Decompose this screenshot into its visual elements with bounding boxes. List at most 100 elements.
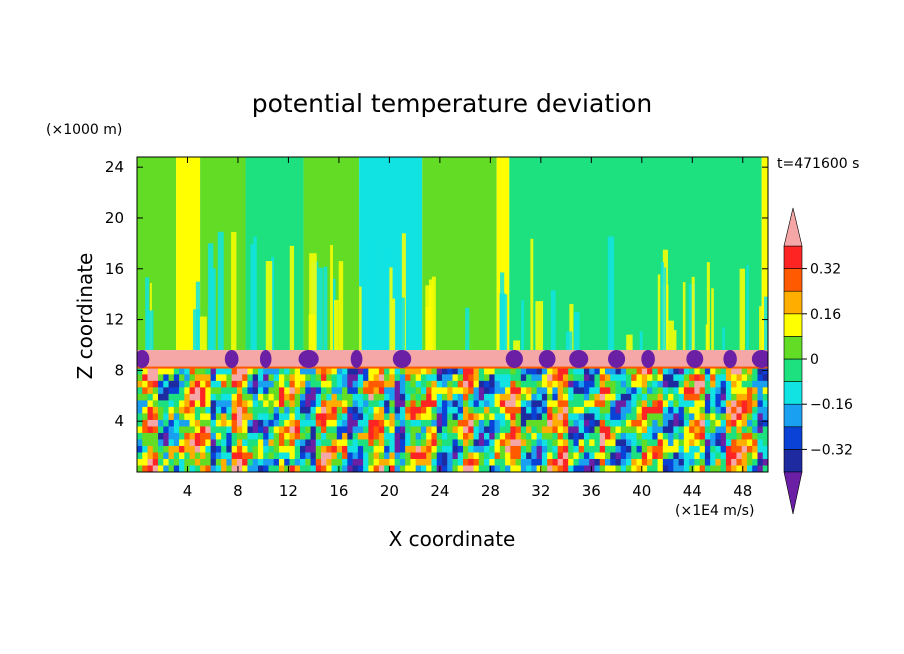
lower-cell bbox=[615, 393, 622, 401]
lower-cell bbox=[215, 445, 222, 454]
lower-cell bbox=[499, 367, 506, 375]
upper-streak bbox=[359, 286, 362, 351]
lower-cell bbox=[147, 387, 154, 395]
lower-cell bbox=[415, 387, 422, 395]
lower-cell bbox=[194, 465, 201, 472]
lower-cell bbox=[715, 445, 722, 454]
lower-cell bbox=[273, 432, 280, 441]
plume bbox=[259, 349, 272, 368]
lower-cell bbox=[431, 380, 438, 388]
lower-cell bbox=[242, 374, 249, 382]
lower-cell bbox=[652, 380, 659, 388]
lower-cell bbox=[336, 374, 343, 382]
lower-cell bbox=[321, 387, 327, 395]
lower-cell bbox=[752, 387, 759, 395]
upper-streak bbox=[664, 267, 667, 351]
lower-cell bbox=[231, 413, 238, 421]
lower-cell bbox=[452, 367, 459, 375]
lower-cell bbox=[636, 380, 643, 388]
lower-cell bbox=[615, 465, 622, 472]
lower-cell bbox=[168, 452, 175, 460]
lower-cell bbox=[715, 426, 722, 434]
upper-streak bbox=[318, 267, 323, 351]
lower-cell bbox=[310, 445, 317, 454]
lower-cell bbox=[389, 465, 396, 472]
lower-cell bbox=[762, 393, 768, 401]
lower-cell bbox=[310, 426, 317, 434]
lower-cell bbox=[562, 374, 569, 382]
lower-cell bbox=[326, 445, 333, 454]
lower-cell bbox=[137, 374, 143, 382]
lower-cell bbox=[357, 380, 364, 388]
lower-cell bbox=[321, 439, 327, 447]
lower-cell bbox=[484, 419, 490, 428]
lower-cell bbox=[389, 380, 396, 388]
lower-cell bbox=[315, 406, 322, 415]
lower-cell bbox=[736, 367, 743, 375]
lower-cell bbox=[194, 439, 201, 447]
lower-cell bbox=[336, 445, 343, 454]
lower-cell bbox=[236, 465, 243, 472]
lower-cell bbox=[594, 393, 601, 401]
lower-cell bbox=[310, 367, 317, 375]
lower-cell bbox=[273, 374, 280, 382]
lower-cell bbox=[336, 432, 343, 441]
lower-cell bbox=[594, 406, 601, 415]
lower-cell bbox=[541, 387, 548, 395]
lower-cell bbox=[662, 432, 669, 441]
lower-cell bbox=[573, 439, 580, 447]
lower-cell bbox=[315, 393, 322, 401]
lower-cell bbox=[242, 406, 249, 415]
lower-cell bbox=[294, 432, 301, 441]
lower-cell bbox=[562, 387, 569, 395]
lower-cell bbox=[463, 465, 469, 472]
lower-cell bbox=[147, 465, 154, 472]
lower-cell bbox=[652, 387, 659, 395]
lower-cell bbox=[363, 452, 369, 460]
lower-cell bbox=[257, 387, 264, 395]
lower-cell bbox=[284, 426, 291, 434]
lower-cell bbox=[599, 406, 606, 415]
lower-cell bbox=[615, 406, 622, 415]
lower-cell bbox=[215, 465, 222, 472]
upper-column bbox=[137, 157, 177, 351]
lower-cell bbox=[452, 445, 459, 454]
lower-cell bbox=[278, 439, 285, 447]
lower-cell bbox=[489, 458, 496, 467]
lower-cell bbox=[142, 413, 149, 421]
lower-cell bbox=[547, 367, 554, 375]
lower-cell bbox=[142, 458, 149, 467]
lower-cell bbox=[505, 393, 511, 401]
lower-cell bbox=[284, 439, 291, 447]
lower-cell bbox=[626, 445, 632, 454]
lower-cell bbox=[347, 432, 354, 441]
lower-cell bbox=[342, 380, 348, 388]
lower-cell bbox=[473, 458, 480, 467]
lower-cell bbox=[683, 465, 690, 472]
lower-cell bbox=[657, 406, 664, 415]
lower-cell bbox=[641, 367, 648, 375]
lower-cell bbox=[189, 367, 196, 375]
lower-cell bbox=[268, 432, 275, 441]
lower-cell bbox=[215, 393, 222, 401]
lower-cell bbox=[326, 439, 333, 447]
lower-cell bbox=[720, 426, 727, 434]
lower-cell bbox=[378, 387, 385, 395]
lower-cell bbox=[394, 380, 401, 388]
lower-cell bbox=[562, 367, 569, 375]
lower-cell bbox=[499, 400, 506, 408]
lower-cell bbox=[205, 439, 212, 447]
lower-cell bbox=[725, 387, 732, 395]
lower-cell bbox=[221, 393, 227, 401]
lower-cell bbox=[384, 406, 390, 415]
lower-cell bbox=[242, 465, 249, 472]
lower-cell bbox=[378, 465, 385, 472]
lower-cell bbox=[163, 413, 170, 421]
lower-cell bbox=[441, 413, 448, 421]
lower-cell bbox=[731, 419, 738, 428]
lower-cell bbox=[236, 387, 243, 395]
lower-cell bbox=[520, 458, 527, 467]
lower-cell bbox=[641, 452, 648, 460]
lower-cell bbox=[363, 400, 369, 408]
lower-cell bbox=[268, 426, 275, 434]
